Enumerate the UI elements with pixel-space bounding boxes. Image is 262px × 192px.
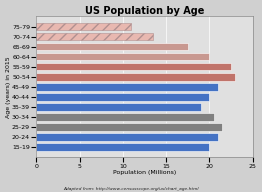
Bar [36, 113, 214, 121]
Bar [36, 123, 222, 131]
Text: Adapted from: http://www.censusscope.org/us/chart_age.html: Adapted from: http://www.censusscope.org… [63, 187, 199, 191]
Bar [36, 83, 218, 91]
Bar [36, 43, 188, 50]
Bar [36, 143, 209, 151]
Bar [36, 93, 209, 101]
Y-axis label: Age (years) in 2015: Age (years) in 2015 [6, 56, 10, 118]
Title: US Population by Age: US Population by Age [85, 6, 204, 16]
Bar [36, 53, 209, 60]
Bar [36, 63, 231, 70]
Bar [36, 23, 132, 30]
X-axis label: Population (Millions): Population (Millions) [113, 170, 176, 175]
Bar [36, 73, 235, 80]
Bar [36, 133, 218, 141]
Bar [36, 33, 153, 40]
Bar [36, 103, 201, 111]
